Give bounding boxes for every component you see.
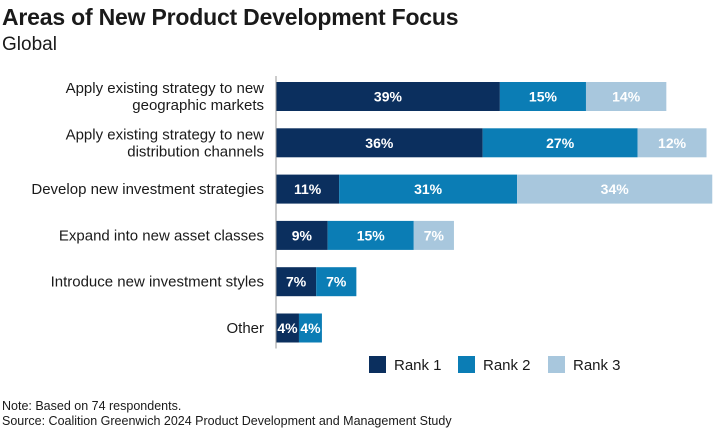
bar-segment-rank-3 <box>517 174 713 204</box>
data-label: 7% <box>286 274 307 290</box>
category-label: Expand into new asset classes <box>59 227 264 244</box>
stacked-bar-chart: Apply existing strategy to new geographic… <box>31 76 713 374</box>
data-label: 34% <box>601 181 630 197</box>
legend-swatch-rank-2 <box>458 356 475 373</box>
category-label: Apply existing strategy to new distributi… <box>66 126 265 160</box>
data-label: 11% <box>294 181 322 197</box>
data-label: 4% <box>300 320 321 336</box>
data-label: 27% <box>546 135 575 151</box>
legend-label: Rank 3 <box>573 357 621 374</box>
legend-swatch-rank-3 <box>548 356 565 373</box>
bar-segment-rank-2 <box>339 174 518 204</box>
data-label: 7% <box>424 227 445 243</box>
bar-segment-rank-2 <box>482 128 638 158</box>
bar-segment-rank-1 <box>276 174 340 204</box>
category-label: Other <box>226 320 264 337</box>
category-label: Apply existing strategy to new geographic… <box>66 80 265 114</box>
data-label: 14% <box>612 89 641 105</box>
footnote-source: Source: Coalition Greenwich 2024 Product… <box>2 414 452 428</box>
data-label: 15% <box>357 227 386 243</box>
data-label: 15% <box>529 89 558 105</box>
footnote-respondents: Note: Based on 74 respondents. <box>2 399 182 413</box>
chart-subtitle: Global <box>2 34 57 55</box>
bar-segment-rank-1 <box>276 128 483 158</box>
bar-segment-rank-1 <box>276 267 317 297</box>
bar-segment-rank-1 <box>276 313 299 343</box>
bar-segment-rank-2 <box>327 220 414 250</box>
data-label: 31% <box>414 181 443 197</box>
data-label: 4% <box>277 320 298 336</box>
chart-title: Areas of New Product Development Focus <box>2 4 459 30</box>
legend-swatch-rank-1 <box>369 356 386 373</box>
category-label: Introduce new investment styles <box>51 274 264 291</box>
bar-segment-rank-1 <box>276 220 328 250</box>
data-label: 12% <box>658 135 687 151</box>
data-label: 36% <box>365 135 394 151</box>
bar-segment-rank-3 <box>413 220 454 250</box>
data-label: 39% <box>374 89 403 105</box>
legend-label: Rank 1 <box>394 357 442 374</box>
data-label: 7% <box>326 274 347 290</box>
bar-segment-rank-2 <box>499 82 586 111</box>
bar-segment-rank-3 <box>585 82 667 111</box>
data-label: 9% <box>292 227 313 243</box>
bar-segment-rank-3 <box>637 128 707 158</box>
legend-label: Rank 2 <box>483 357 531 374</box>
bar-segment-rank-1 <box>276 82 500 111</box>
bar-segment-rank-2 <box>298 313 322 343</box>
category-label: Develop new investment strategies <box>31 181 264 198</box>
bar-segment-rank-2 <box>316 267 357 297</box>
